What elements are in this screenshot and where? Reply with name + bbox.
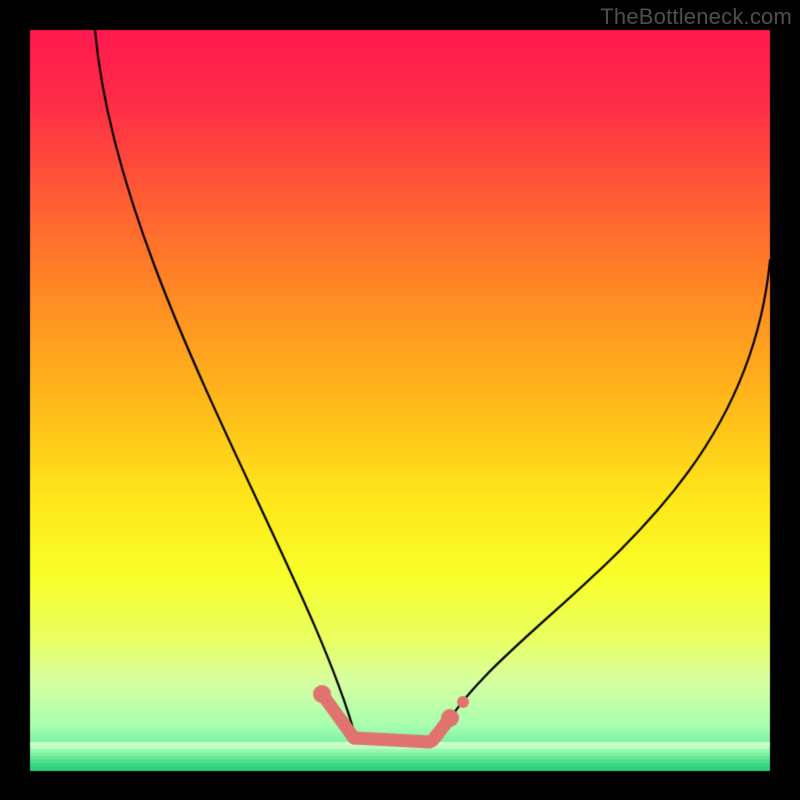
bottleneck-curve-canvas bbox=[0, 0, 800, 800]
watermark-label: TheBottleneck.com bbox=[600, 4, 792, 30]
chart-stage: TheBottleneck.com bbox=[0, 0, 800, 800]
